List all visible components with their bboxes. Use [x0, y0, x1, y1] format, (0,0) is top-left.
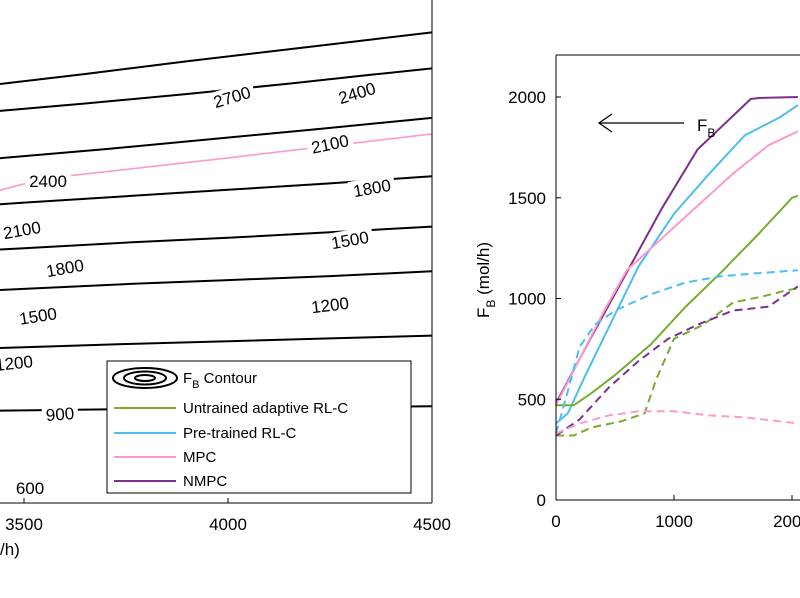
- legend-label-mpc: MPC: [183, 449, 217, 466]
- left-x-axis-label-fragment: /h): [0, 540, 20, 559]
- contour-label-text: 1200: [310, 294, 350, 317]
- contour-label-7: 1500: [325, 226, 375, 254]
- contour-label-5: 1800: [347, 174, 397, 202]
- contour-label-bg: [347, 174, 397, 202]
- contour-label-text: 600: [16, 479, 44, 498]
- contour-label-bg: [40, 254, 90, 282]
- series-untrained-adaptive-rl-c-solid: [556, 194, 799, 407]
- contour-label-bg: [12, 478, 48, 498]
- contour-label-text: 1500: [18, 304, 58, 329]
- legend-label-untrained: Untrained adaptive RL-C: [183, 400, 348, 417]
- contour-label-text: 2400: [336, 79, 378, 108]
- right-y-tick-label: 2000: [508, 88, 546, 107]
- right-series-lines: [555, 96, 799, 437]
- contour-label-2: 2400: [25, 171, 71, 191]
- contour-label-bg: [332, 76, 382, 110]
- contour-label-bg: [13, 302, 63, 330]
- contour-label-bg: [25, 171, 71, 191]
- right-y-ticks: 0 500 1000 1500 2000: [508, 88, 561, 510]
- legend-label-contour: FB Contour: [183, 370, 257, 391]
- contour-label-text: 900: [45, 404, 75, 425]
- contour-label-bg: [41, 402, 79, 426]
- series-pre-trained-rl-c-solid: [555, 104, 799, 425]
- legend-label-pretrained: Pre-trained RL-C: [183, 425, 297, 442]
- contour-line-2100-2: [0, 116, 433, 160]
- contour-label-text: 2100: [310, 131, 351, 157]
- contour-label-text: 2100: [2, 218, 43, 243]
- left-x-ticks: 25003000350040004500: [5, 498, 451, 534]
- contour-line-1500-4: [0, 225, 433, 251]
- right-x-tick-label: 0: [551, 512, 560, 531]
- contour-label-4: 2100: [0, 216, 47, 244]
- contour-line-1200-5: [0, 270, 433, 292]
- right-y-tick-label: 1500: [508, 189, 546, 208]
- left-series-mpc: [0, 133, 433, 192]
- legend: FB Contour Untrained adaptive RL-C Pre-t…: [106, 360, 412, 494]
- contour-line-900-6: [0, 334, 433, 349]
- contour-label-text: 2700: [211, 83, 253, 112]
- series-mpc-dashed: [555, 410, 799, 435]
- contour-label-12: 600: [12, 478, 48, 498]
- right-y-axis-label: FB (mol/h): [474, 242, 498, 318]
- annotation-subscript: B: [707, 126, 715, 140]
- series-nmpc-dashed: [555, 285, 799, 437]
- right-x-tick-label: 2000: [773, 512, 800, 531]
- right-y-tick-label: 0: [537, 491, 546, 510]
- contour-label-bg: [0, 350, 38, 376]
- contour-label-10: 1200: [0, 350, 38, 376]
- series-nmpc-solid: [555, 96, 798, 404]
- right-x-tick-label: 1000: [655, 512, 693, 531]
- contour-line-1800-3: [0, 175, 433, 206]
- annotation-arrowhead: [597, 113, 613, 133]
- right-x-ticks: 0 1000 2000: [551, 495, 800, 531]
- contour-label-9: 1200: [305, 292, 355, 318]
- left-x-tick-label: 4000: [209, 515, 247, 534]
- contour-line-2700-0: [0, 31, 433, 86]
- right-y-tick-label: 1000: [508, 290, 546, 309]
- right-y-tick-label: 500: [518, 390, 546, 409]
- contour-label-3: 2100: [305, 129, 355, 159]
- contour-line-2400-1: [0, 67, 433, 112]
- contour-label-bg: [305, 129, 355, 159]
- left-x-tick-label: 4500: [413, 515, 451, 534]
- fb-arrow-annotation: FB: [597, 113, 715, 140]
- contour-label-8: 1500: [13, 302, 63, 330]
- contour-label-bg: [305, 292, 355, 318]
- contour-label-text: 2400: [29, 172, 67, 191]
- legend-label-nmpc: NMPC: [183, 473, 227, 490]
- left-series-lines: [0, 133, 433, 192]
- contour-label-0: 2700: [207, 80, 257, 114]
- contour-label-text: 1800: [352, 176, 393, 201]
- contour-label-text: 1200: [0, 352, 34, 375]
- series-mpc-solid: [555, 130, 799, 406]
- annotation-main: F: [697, 116, 707, 135]
- contour-label-11: 900: [41, 402, 79, 426]
- annotation-text: FB: [697, 116, 715, 140]
- legend-contour-subscript: B: [192, 379, 199, 391]
- ylabel-unit: (mol/h): [474, 242, 493, 300]
- contour-label-text: 1800: [45, 256, 86, 281]
- contour-label-6: 1800: [40, 254, 90, 282]
- contour-legend-icon: [112, 367, 178, 389]
- left-x-tick-label: 3500: [5, 515, 43, 534]
- contour-label-bg: [325, 226, 375, 254]
- legend-contour-word: Contour: [200, 370, 258, 387]
- contour-label-bg: [0, 216, 47, 244]
- series-untrained-adaptive-rl-c-dashed: [556, 287, 799, 437]
- ylabel-subscript: B: [484, 300, 498, 308]
- contour-label-bg: [207, 80, 257, 114]
- series-pre-trained-rl-c-dashed: [555, 269, 798, 434]
- contour-label-1: 2400: [332, 76, 382, 110]
